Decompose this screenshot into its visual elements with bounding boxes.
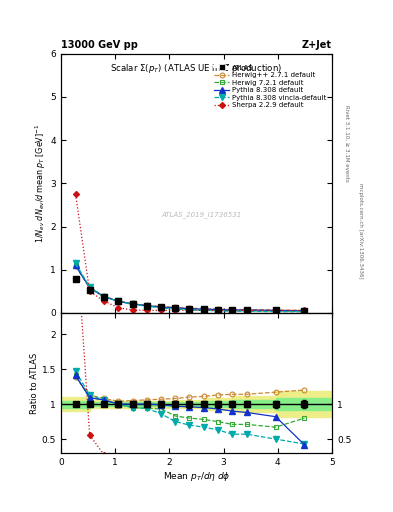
Text: ATLAS_2019_I1736531: ATLAS_2019_I1736531 (162, 211, 242, 218)
Text: 13000 GeV pp: 13000 GeV pp (61, 40, 138, 50)
Y-axis label: Ratio to ATLAS: Ratio to ATLAS (30, 352, 39, 414)
Y-axis label: $1/N_{ev}\;dN_{ev}/d\;\mathrm{mean}\;p_T\;[\mathrm{GeV}]^{-1}$: $1/N_{ev}\;dN_{ev}/d\;\mathrm{mean}\;p_T… (33, 124, 48, 243)
X-axis label: Mean $p_T/d\eta\;d\phi$: Mean $p_T/d\eta\;d\phi$ (163, 470, 230, 483)
Legend: ATLAS, Herwig++ 2.7.1 default, Herwig 7.2.1 default, Pythia 8.308 default, Pythi: ATLAS, Herwig++ 2.7.1 default, Herwig 7.… (212, 62, 329, 110)
Text: Rivet 3.1.10, ≥ 3.1M events: Rivet 3.1.10, ≥ 3.1M events (344, 105, 349, 182)
Text: mcplots.cern.ch [arXiv:1306.3436]: mcplots.cern.ch [arXiv:1306.3436] (358, 183, 363, 278)
Text: Z+Jet: Z+Jet (302, 40, 332, 50)
Text: Scalar $\Sigma(p_T)$ (ATLAS UE in $Z$ production): Scalar $\Sigma(p_T)$ (ATLAS UE in $Z$ pr… (110, 61, 283, 75)
